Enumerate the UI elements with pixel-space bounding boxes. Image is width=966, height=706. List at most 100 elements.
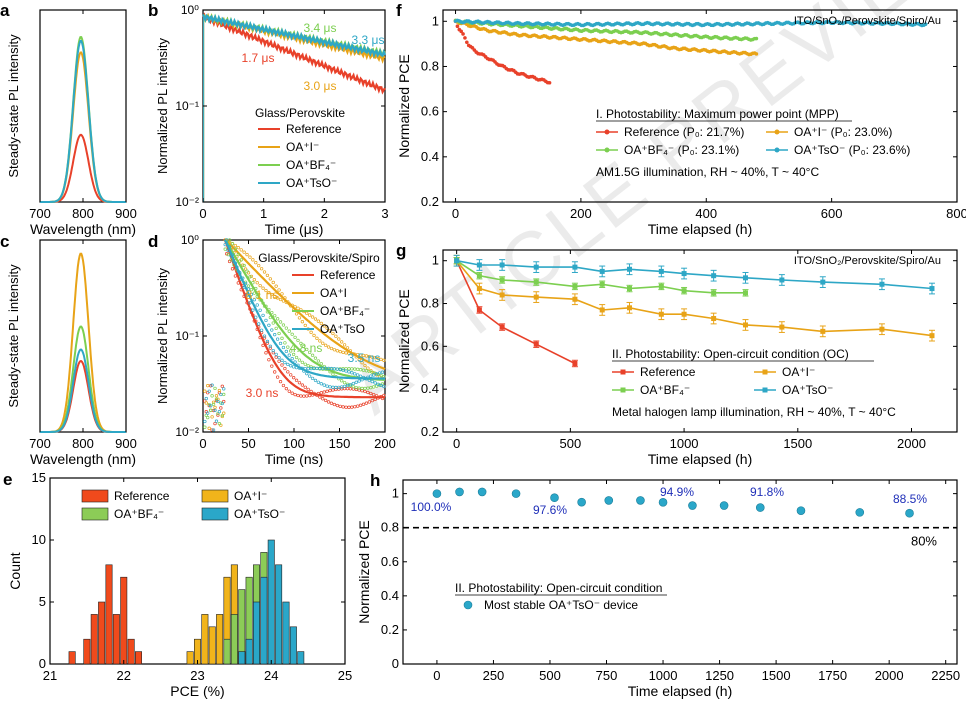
y-axis-label: Normalized PCE xyxy=(396,54,412,157)
trpl-point xyxy=(340,379,344,383)
trpl-point xyxy=(254,315,258,319)
trpl-point xyxy=(248,301,252,305)
spectrum-OA+BF4- xyxy=(40,325,126,433)
trpl-point xyxy=(284,387,289,391)
tau-annotation: 3.4 μs xyxy=(304,21,337,35)
trpl-point xyxy=(308,350,312,354)
trpl-point xyxy=(236,252,240,257)
trpl-point xyxy=(210,383,214,387)
tau-annotation: 3.0 ns xyxy=(246,386,279,400)
trpl-point xyxy=(344,351,348,355)
legend-swatch xyxy=(201,489,229,503)
trpl-point xyxy=(367,354,371,359)
x-tick-label: 0 xyxy=(433,668,440,683)
trpl-point xyxy=(306,387,310,392)
trpl-point xyxy=(249,288,254,292)
trpl-point xyxy=(203,389,207,393)
trpl-point xyxy=(264,288,268,293)
x-tick-label: 0 xyxy=(199,206,206,221)
trpl-point xyxy=(353,405,357,409)
trpl-point xyxy=(204,396,208,401)
tau-annotation: 3.5 ns xyxy=(348,351,381,365)
trpl-point xyxy=(208,408,213,412)
stability-line xyxy=(455,260,933,337)
x-tick-label: 800 xyxy=(946,206,966,221)
legend-title: Glass/Perovskite/Spiro xyxy=(258,251,380,265)
stability-point xyxy=(719,501,729,510)
panel-letter-h: h xyxy=(370,471,380,490)
y-tick-label: 0.2 xyxy=(421,194,439,209)
trpl-point xyxy=(281,323,286,327)
stability-point xyxy=(658,283,664,289)
trpl-point xyxy=(370,379,374,384)
x-tick-label: 2000 xyxy=(897,436,926,451)
stability-point xyxy=(929,286,935,292)
trpl-point xyxy=(280,292,284,296)
trpl-point xyxy=(290,332,294,336)
trpl-point xyxy=(353,367,357,371)
trpl-point xyxy=(294,312,299,316)
trpl-point xyxy=(274,326,278,331)
trpl-point xyxy=(258,283,262,288)
trpl-point xyxy=(303,362,307,366)
fit-Reference xyxy=(223,239,386,399)
trpl-point xyxy=(369,391,373,396)
legend-label: Reference xyxy=(320,268,376,282)
x-tick-label: 2000 xyxy=(875,668,904,683)
x-tick-label: 2 xyxy=(321,206,328,221)
trpl-point xyxy=(363,363,367,368)
trpl-point xyxy=(379,373,383,378)
trpl-point xyxy=(302,344,306,349)
trpl-point xyxy=(331,372,335,376)
trpl-point xyxy=(299,341,303,346)
stability-point xyxy=(511,489,521,498)
trpl-point xyxy=(273,370,277,374)
trpl-point xyxy=(210,415,214,419)
trpl-point xyxy=(278,379,283,384)
trpl-point xyxy=(318,339,322,343)
y-tick-label: 0.4 xyxy=(421,381,439,396)
trpl-point xyxy=(283,341,287,345)
legend-swatch-marker xyxy=(604,129,610,135)
trpl-point xyxy=(379,383,383,388)
tau-annotation: 8.1 ns xyxy=(246,288,279,302)
trpl-point xyxy=(313,356,318,360)
stability-point xyxy=(476,273,482,279)
trpl-point xyxy=(310,376,315,381)
trpl-point xyxy=(248,255,252,259)
trpl-point xyxy=(342,343,347,347)
stability-point xyxy=(681,288,687,294)
trpl-point xyxy=(287,389,291,393)
panel-d: d 0 50 100 150 200 10⁻² 10⁻¹ 10⁰ Time (ns) Normali… xyxy=(148,232,396,467)
legend-label: Reference xyxy=(286,122,342,136)
trpl-point xyxy=(377,371,382,375)
stability-point xyxy=(572,296,578,302)
stability-point xyxy=(681,311,687,317)
trpl-point xyxy=(300,320,305,324)
y-tick-label: 0.2 xyxy=(421,424,439,439)
trpl-point xyxy=(313,317,318,321)
stability-point xyxy=(599,281,605,287)
trpl-point xyxy=(351,381,355,386)
histogram-bar xyxy=(112,614,120,665)
plot-frame xyxy=(442,9,958,203)
trpl-point xyxy=(358,353,363,357)
stability-point xyxy=(820,328,826,334)
trpl-point xyxy=(245,269,249,273)
trpl-point xyxy=(363,389,367,394)
histogram-bar xyxy=(120,576,128,665)
trpl-point xyxy=(251,258,255,262)
trpl-point xyxy=(357,388,361,392)
retention-annotation: 100.0% xyxy=(411,500,452,514)
mpp-point xyxy=(754,36,759,41)
stability-point xyxy=(572,360,578,366)
legend-swatch-marker xyxy=(620,369,626,375)
trpl-point xyxy=(372,392,376,397)
histogram-bar xyxy=(135,651,142,665)
legend-label: OA⁺TsO⁻ xyxy=(286,176,337,190)
histogram-bar xyxy=(238,651,246,665)
stability-point xyxy=(879,326,885,332)
trpl-point xyxy=(289,373,293,377)
trpl-point xyxy=(222,387,226,391)
trpl-point xyxy=(341,405,345,409)
